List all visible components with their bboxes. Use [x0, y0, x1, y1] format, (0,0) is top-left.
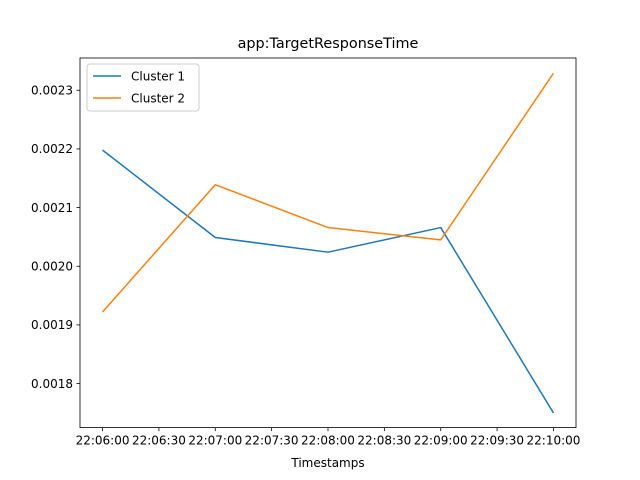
y-axis: 0.0018 0.0019 0.0020 0.0021 0.0022 0.0023 [31, 84, 80, 391]
y-tick-label: 0.0021 [31, 201, 73, 215]
x-axis: 22:06:00 22:06:30 22:07:00 22:07:30 22:08:00… [76, 427, 581, 448]
x-tick-label: 22:07:30 [245, 434, 299, 448]
series-group [101, 72, 555, 414]
y-tick-label: 0.0022 [31, 142, 73, 156]
x-tick-label: 22:10:00 [527, 434, 581, 448]
y-tick-label: 0.0020 [31, 260, 73, 274]
x-tick-label: 22:07:00 [188, 434, 242, 448]
y-tick-label: 0.0023 [31, 84, 73, 98]
series-line-1 [102, 149, 555, 414]
legend-label-2: Cluster 2 [131, 91, 185, 105]
x-tick-label: 22:09:00 [414, 434, 468, 448]
x-tick-label: 22:08:00 [301, 434, 355, 448]
legend: Cluster 1 Cluster 2 [86, 63, 200, 112]
x-tick-label: 22:09:30 [470, 434, 524, 448]
x-tick-label: 22:06:30 [132, 434, 186, 448]
x-tick-label: 22:06:00 [76, 434, 130, 448]
legend-label-1: Cluster 1 [131, 69, 185, 83]
x-tick-label: 22:08:30 [357, 434, 411, 448]
y-tick-label: 0.0018 [31, 377, 73, 391]
series-line-2 [101, 72, 555, 313]
chart-title: app:TargetResponseTime [238, 36, 419, 52]
y-tick-label: 0.0019 [31, 318, 73, 332]
plot-area-frame [79, 57, 577, 429]
x-axis-label: Timestamps [290, 456, 364, 470]
